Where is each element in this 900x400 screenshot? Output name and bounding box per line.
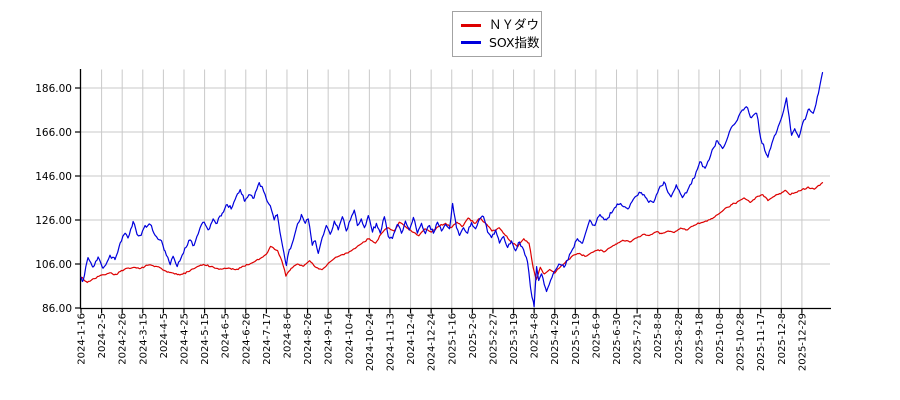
x-axis-tick-label: 2024-4-5: [159, 313, 170, 358]
x-axis-tick-label: 2024-3-15: [138, 313, 149, 365]
legend-item-nydow: ＮＹダウ: [461, 18, 539, 32]
y-axis-tick-label: 86.00: [42, 303, 72, 315]
legend-label-nydow: ＮＹダウ: [489, 17, 540, 32]
y-axis-tick-label: 146.00: [35, 171, 72, 183]
x-axis-tick-label: 2024-6-5: [221, 313, 232, 358]
x-axis-tick-label: 2024-9-16: [324, 313, 335, 365]
x-axis-tick-label: 2024-5-15: [200, 313, 211, 365]
x-axis-tick-label: 2025-7-21: [633, 313, 644, 365]
legend-item-sox: SOX指数: [461, 36, 540, 50]
x-axis-tick-label: 2024-2-26: [118, 313, 129, 365]
x-axis-tick-label: 2025-11-17: [756, 313, 767, 371]
x-axis-tick-label: 2024-7-17: [262, 313, 273, 365]
x-axis-tick-label: 2025-12-8: [777, 313, 788, 365]
x-axis-tick-label: 2025-12-29: [797, 313, 808, 371]
x-axis-tick-label: 2025-3-19: [509, 313, 520, 365]
y-axis-tick-label: 106.00: [35, 259, 72, 271]
x-axis-tick-label: 2025-1-16: [447, 313, 458, 365]
x-axis-tick-label: 2025-9-18: [694, 313, 705, 365]
x-axis-tick-label: 2025-10-8: [715, 313, 726, 365]
x-axis-tick-label: 2025-2-27: [488, 313, 499, 365]
x-axis-tick-label: 2024-11-13: [385, 313, 396, 371]
series-line-sox: [80, 71, 824, 308]
legend-label-sox: SOX指数: [489, 34, 540, 50]
x-axis-tick-label: 2025-6-9: [591, 313, 602, 358]
y-axis-tick-label: 166.00: [35, 127, 72, 139]
x-axis-tick-label: 2025-10-28: [736, 313, 747, 371]
x-axis-tick-label: 2024-2-5: [97, 313, 108, 358]
x-axis-tick-label: 2024-12-24: [427, 313, 438, 371]
x-axis-tick-label: 2024-8-26: [303, 313, 314, 365]
x-axis-tick-label: 2025-6-30: [612, 313, 623, 365]
series-line-nydow: [80, 182, 824, 284]
nydow-line-swatch: [461, 23, 481, 27]
x-axis-tick-label: 2024-8-6: [282, 313, 293, 358]
sox-line-swatch: [461, 41, 481, 45]
x-axis-tick-label: 2024-4-25: [179, 313, 190, 365]
x-axis-tick-label: 2024-12-4: [406, 313, 417, 365]
x-axis-tick-label: 2024-10-24: [365, 313, 376, 371]
y-axis-tick-label: 186.00: [35, 83, 72, 95]
x-axis-tick-label: 2025-4-8: [530, 313, 541, 358]
y-axis-tick-label: 126.00: [35, 215, 72, 227]
x-axis-tick-label: 2024-6-26: [241, 313, 252, 365]
x-axis-tick-label: 2025-5-19: [571, 313, 582, 365]
x-axis-tick-label: 2025-4-29: [550, 313, 561, 365]
x-axis-tick-label: 2025-2-6: [468, 313, 479, 358]
x-axis-tick-label: 2025-8-28: [674, 313, 685, 365]
x-axis-tick-label: 2024-1-16: [77, 313, 88, 365]
legend: ＮＹダウ SOX指数: [452, 11, 542, 57]
x-axis-tick-label: 2024-10-4: [344, 313, 355, 365]
x-axis-tick-label: 2025-8-8: [653, 313, 664, 358]
